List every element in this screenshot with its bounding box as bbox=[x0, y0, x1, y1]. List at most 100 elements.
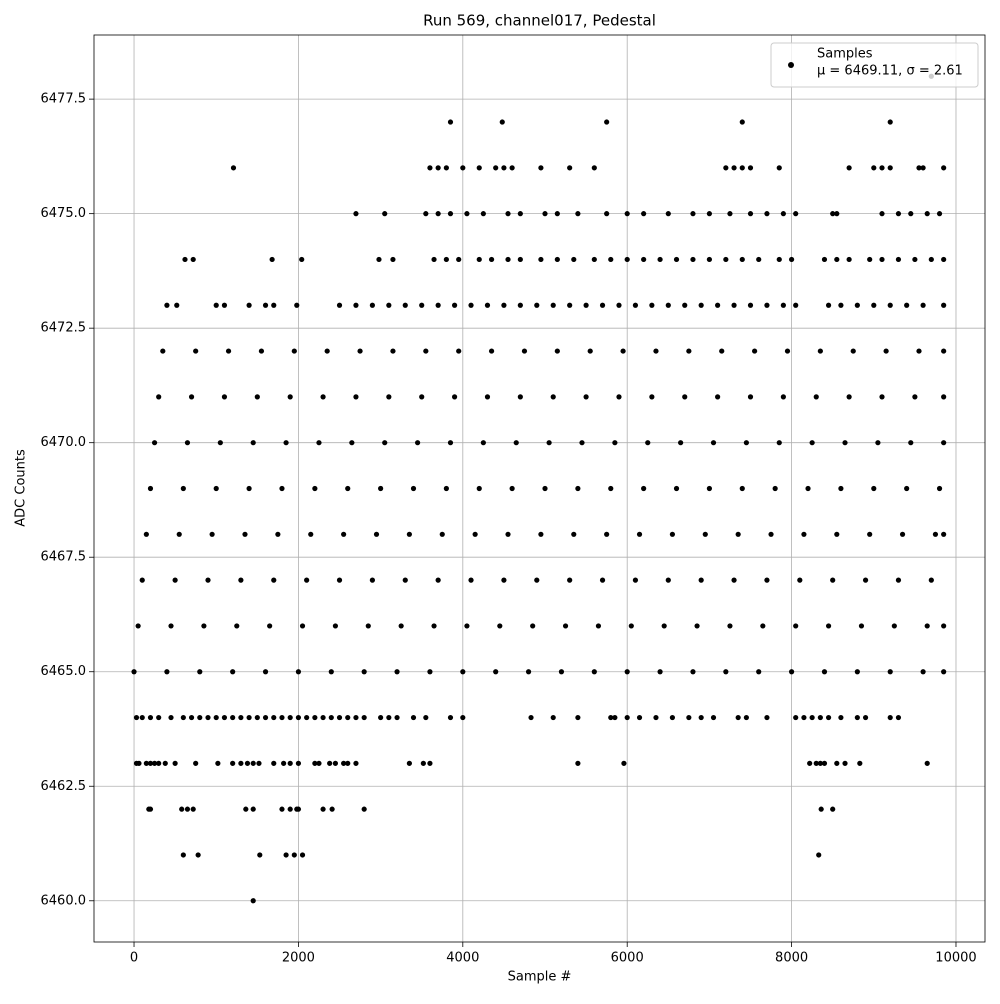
point bbox=[435, 302, 441, 308]
point bbox=[238, 714, 244, 721]
point bbox=[571, 256, 577, 263]
point bbox=[838, 485, 844, 492]
point bbox=[669, 714, 676, 721]
legend: Samples μ = 6469.11, σ = 2.61 bbox=[770, 42, 979, 88]
point bbox=[427, 669, 433, 675]
point bbox=[476, 256, 482, 263]
point bbox=[875, 440, 881, 446]
point bbox=[213, 714, 219, 721]
point bbox=[867, 531, 873, 537]
point bbox=[361, 669, 367, 675]
point bbox=[398, 623, 404, 629]
point bbox=[281, 760, 287, 766]
point bbox=[715, 302, 721, 308]
point bbox=[846, 394, 852, 400]
point bbox=[464, 211, 470, 217]
point bbox=[271, 302, 277, 308]
point bbox=[386, 394, 392, 400]
point bbox=[390, 348, 396, 354]
point bbox=[727, 211, 733, 217]
point bbox=[353, 714, 359, 721]
point bbox=[246, 302, 252, 308]
point bbox=[244, 760, 251, 766]
point bbox=[936, 485, 943, 492]
point bbox=[920, 669, 926, 675]
point bbox=[756, 669, 762, 675]
point bbox=[213, 302, 219, 308]
point bbox=[332, 623, 339, 629]
point bbox=[509, 485, 515, 492]
point bbox=[451, 394, 458, 400]
point bbox=[179, 806, 185, 812]
point bbox=[690, 211, 696, 217]
point bbox=[316, 760, 322, 766]
point bbox=[636, 531, 643, 537]
point bbox=[838, 714, 844, 721]
point bbox=[505, 211, 511, 217]
point bbox=[329, 806, 335, 812]
point bbox=[834, 256, 840, 263]
point bbox=[369, 577, 375, 583]
point bbox=[336, 302, 343, 308]
point bbox=[180, 485, 186, 492]
point bbox=[345, 714, 351, 721]
point bbox=[283, 852, 289, 858]
point bbox=[447, 440, 454, 446]
point bbox=[599, 577, 606, 583]
point bbox=[941, 302, 947, 308]
point bbox=[665, 211, 671, 217]
point bbox=[538, 165, 544, 171]
point bbox=[190, 256, 196, 263]
point bbox=[858, 623, 865, 629]
point bbox=[250, 806, 256, 812]
point bbox=[645, 440, 651, 446]
point bbox=[641, 211, 647, 217]
point bbox=[838, 302, 844, 308]
point bbox=[464, 623, 470, 629]
point bbox=[456, 256, 462, 263]
point bbox=[567, 302, 573, 308]
point bbox=[295, 714, 302, 721]
y-tick-label: 6472.5 bbox=[41, 321, 87, 336]
point bbox=[378, 714, 384, 721]
point bbox=[920, 165, 926, 171]
point bbox=[723, 256, 729, 263]
point bbox=[887, 669, 893, 675]
y-tick-label: 6477.5 bbox=[41, 92, 87, 107]
point bbox=[287, 806, 293, 812]
point bbox=[332, 760, 339, 766]
point bbox=[912, 394, 918, 400]
point bbox=[857, 760, 863, 766]
point bbox=[215, 760, 221, 766]
point bbox=[818, 806, 824, 812]
point bbox=[139, 714, 145, 721]
point bbox=[846, 256, 852, 263]
point bbox=[320, 714, 326, 721]
point bbox=[435, 577, 441, 583]
point bbox=[608, 485, 614, 492]
point bbox=[480, 440, 486, 446]
point bbox=[476, 165, 482, 171]
point bbox=[678, 440, 684, 446]
point bbox=[846, 165, 852, 171]
point bbox=[821, 256, 828, 263]
point bbox=[460, 165, 466, 171]
point bbox=[513, 440, 519, 446]
point bbox=[883, 348, 889, 354]
point bbox=[164, 669, 170, 675]
point bbox=[612, 714, 618, 721]
point bbox=[493, 165, 499, 171]
point bbox=[558, 669, 565, 675]
point bbox=[723, 165, 729, 171]
point bbox=[793, 302, 799, 308]
point bbox=[420, 760, 426, 766]
point bbox=[575, 485, 581, 492]
point bbox=[525, 669, 532, 675]
x-tick-label: 0 bbox=[130, 951, 138, 966]
points bbox=[131, 73, 947, 904]
point bbox=[608, 714, 614, 721]
point bbox=[456, 348, 462, 354]
point bbox=[780, 394, 786, 400]
point bbox=[472, 531, 478, 537]
legend-label: Samples bbox=[817, 47, 873, 62]
